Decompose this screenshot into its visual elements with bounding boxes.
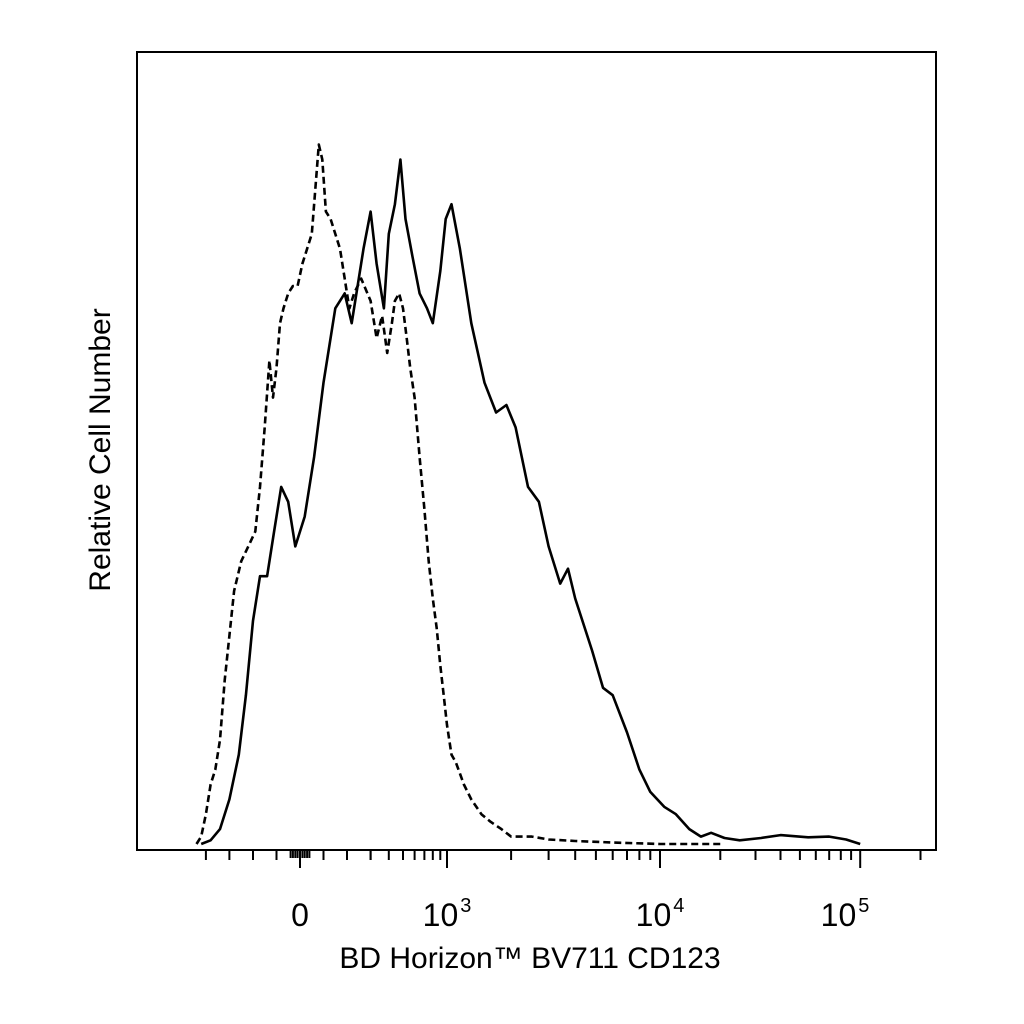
x-axis-ticks — [204, 850, 922, 868]
x-tick-label-10000: 10 4 — [636, 895, 685, 933]
x-tick-label-1000: 10 3 — [423, 895, 472, 933]
series-line-dashed — [195, 143, 721, 846]
x-tick-label-100000: 10 5 — [821, 895, 870, 933]
series-line-solid — [200, 158, 861, 846]
x-tick-label-0: 0 — [291, 897, 309, 933]
y-axis-title: Relative Cell Number — [84, 308, 117, 591]
x-tick-labels: 0 10 3 10 4 10 5 — [291, 895, 869, 933]
x-axis-title: BD Horizon™ BV711 CD123 — [339, 942, 720, 975]
series-layer — [195, 143, 861, 846]
plot-area-frame — [136, 51, 937, 851]
